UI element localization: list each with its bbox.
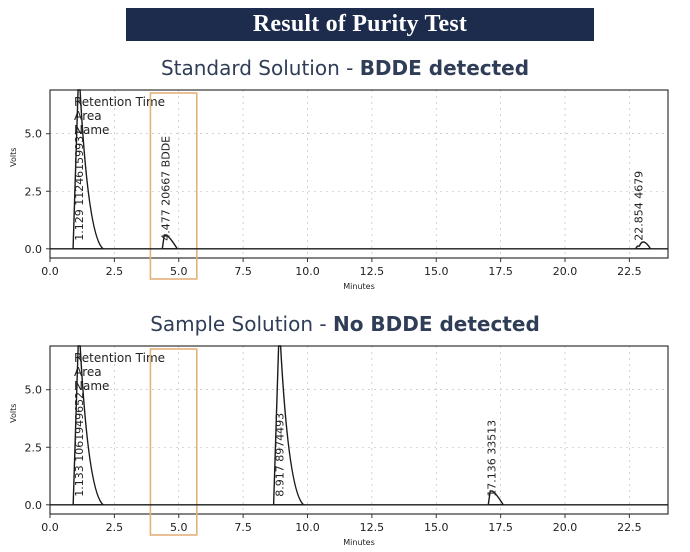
x-axis-label: Minutes xyxy=(343,282,375,291)
peak-label: 22.854 4679 xyxy=(632,171,645,241)
legend-entry: Name xyxy=(74,379,109,393)
y-axis-label: Volts xyxy=(9,404,18,423)
sample-chromatogram: 0.0 2.5 5.0 7.5 10.0 12.5 15.0 17.5 20.0 22.5 0.0 2… xyxy=(9,345,669,547)
x-tick-label: 5.0 xyxy=(170,521,188,534)
x-tick-label: 20.0 xyxy=(553,521,578,534)
x-tick-label: 17.5 xyxy=(488,265,513,278)
peak-trace xyxy=(161,234,179,250)
sample-title-prefix: Sample Solution - xyxy=(150,312,333,336)
legend-entry: Area xyxy=(74,109,102,123)
peak-trace xyxy=(487,490,505,506)
x-tick-label: 0.0 xyxy=(41,521,59,534)
legend-entry: Retention Time xyxy=(74,351,165,365)
standard-title-prefix: Standard Solution - xyxy=(160,56,360,80)
x-tick-label: 10.0 xyxy=(295,265,320,278)
x-tick-label: 5.0 xyxy=(170,265,188,278)
plot-frame xyxy=(49,89,669,259)
y-tick-label: 0.0 xyxy=(25,499,43,512)
peak-label: 4.477 20667 BDDE xyxy=(159,136,172,241)
y-tick-label: 0.0 xyxy=(25,243,43,256)
x-tick-label: 22.5 xyxy=(617,521,642,534)
standard-solution-title: Standard Solution - BDDE detected xyxy=(0,56,690,80)
x-tick-label: 10.0 xyxy=(295,521,320,534)
legend-entry: Retention Time xyxy=(74,95,165,109)
peak-trace xyxy=(272,345,306,506)
peak-label: 8.917 8974493 xyxy=(274,413,287,497)
peak-trace xyxy=(634,241,652,250)
x-axis-label: Minutes xyxy=(343,538,375,547)
x-tick-label: 20.0 xyxy=(553,265,578,278)
sample-solution-title: Sample Solution - No BDDE detected xyxy=(0,312,690,336)
standard-chromatogram: 0.0 2.5 5.0 7.5 10.0 12.5 15.0 17.5 20.0 22.5 0.0 2… xyxy=(9,89,669,291)
sample-title-suffix: No BDDE detected xyxy=(332,312,540,336)
peak-trace xyxy=(72,345,106,506)
standard-title-suffix: BDDE detected xyxy=(359,56,530,80)
plot-frame xyxy=(49,345,669,515)
x-tick-label: 22.5 xyxy=(617,265,642,278)
y-axis-label: Volts xyxy=(9,148,18,167)
x-tick-label: 7.5 xyxy=(234,521,252,534)
y-tick-label: 2.5 xyxy=(25,441,43,454)
y-tick-label: 2.5 xyxy=(25,185,43,198)
x-tick-label: 2.5 xyxy=(106,521,124,534)
x-tick-label: 7.5 xyxy=(234,265,252,278)
x-tick-label: 2.5 xyxy=(106,265,124,278)
x-tick-label: 15.0 xyxy=(424,521,449,534)
y-tick-label: 5.0 xyxy=(25,384,43,397)
x-tick-label: 15.0 xyxy=(424,265,449,278)
peak-label: 17.136 33513 xyxy=(485,420,498,497)
peak-label: 1.129 11246159931 xyxy=(73,129,86,241)
peak-trace xyxy=(72,89,106,250)
peak-label: 1.133 1061949652 xyxy=(73,392,86,497)
highlight-box xyxy=(149,348,198,536)
highlight-box xyxy=(149,92,198,280)
x-tick-label: 12.5 xyxy=(360,521,385,534)
x-tick-label: 0.0 xyxy=(41,265,59,278)
x-tick-label: 17.5 xyxy=(488,521,513,534)
banner-title: Result of Purity Test xyxy=(126,8,594,41)
y-tick-label: 5.0 xyxy=(25,128,43,141)
x-tick-label: 12.5 xyxy=(360,265,385,278)
